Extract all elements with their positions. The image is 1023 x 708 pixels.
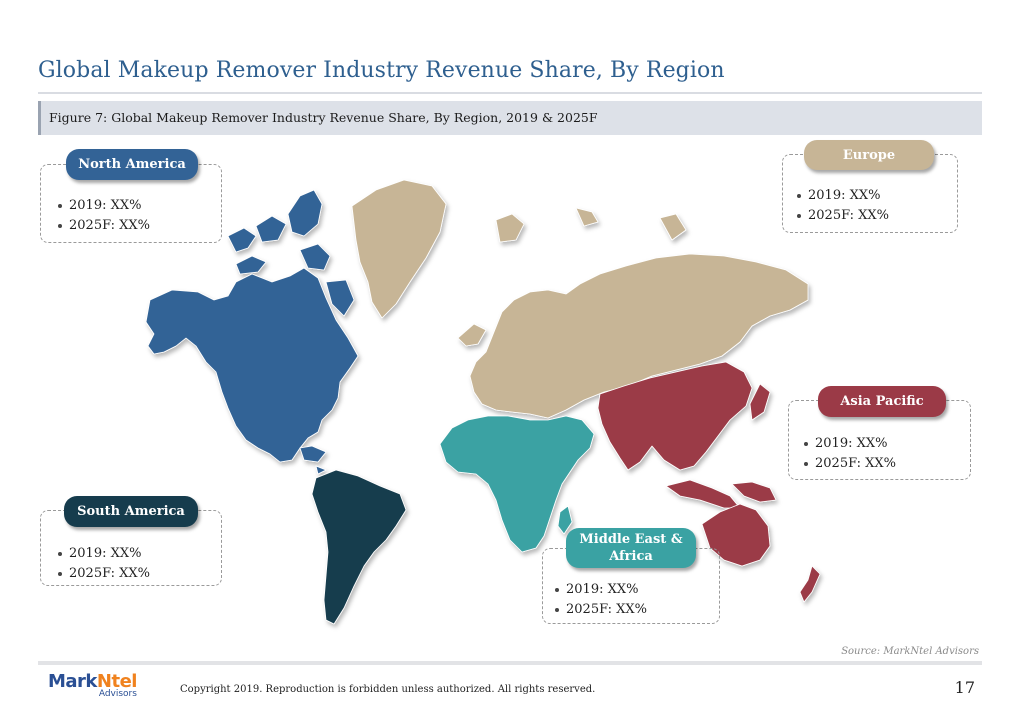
- logo-mark-text: Mark: [48, 671, 97, 692]
- europe-2025: 2025F: XX%: [808, 208, 890, 223]
- bullet-icon: [797, 213, 801, 218]
- south-america-2025: 2025F: XX%: [69, 566, 151, 581]
- middle-east-africa-values: 2019: XX% 2025F: XX%: [555, 580, 647, 620]
- north-america-2025: 2025F: XX%: [69, 218, 151, 233]
- bullet-icon: [58, 551, 62, 556]
- logo-sub-text: Advisors: [98, 689, 137, 699]
- bullet-icon: [804, 461, 808, 466]
- asia-pacific-map: [597, 361, 821, 603]
- bullet-icon: [58, 203, 62, 208]
- middle-east-africa-label: Middle East & Africa: [566, 528, 696, 568]
- asia-pacific-2025: 2025F: XX%: [815, 456, 897, 471]
- asia-pacific-values: 2019: XX% 2025F: XX%: [804, 434, 896, 474]
- bullet-icon: [58, 223, 62, 228]
- copyright-text: Copyright 2019. Reproduction is forbidde…: [180, 684, 596, 695]
- europe-2019: 2019: XX%: [808, 188, 881, 203]
- logo-ntel-text: Ntel: [96, 671, 138, 692]
- europe-label: Europe: [804, 140, 934, 170]
- bullet-icon: [555, 587, 559, 592]
- middle-east-africa-label-line2: Africa: [609, 549, 653, 564]
- page-title: Global Makeup Remover Industry Revenue S…: [38, 58, 725, 83]
- bullet-icon: [555, 607, 559, 612]
- middle-east-africa-2019: 2019: XX%: [566, 582, 639, 597]
- bullet-icon: [797, 193, 801, 198]
- footer-divider: [38, 661, 982, 665]
- south-america-values: 2019: XX% 2025F: XX%: [58, 544, 150, 584]
- middle-east-africa-2025: 2025F: XX%: [566, 602, 648, 617]
- north-america-label: North America: [66, 149, 198, 180]
- north-america-2019: 2019: XX%: [69, 198, 142, 213]
- asia-pacific-2019: 2019: XX%: [815, 436, 888, 451]
- bullet-icon: [58, 571, 62, 576]
- europe-map: [351, 179, 809, 419]
- europe-values: 2019: XX% 2025F: XX%: [797, 186, 889, 226]
- north-america-map: [145, 189, 359, 475]
- source-note: Source: MarkNtel Advisors: [841, 646, 979, 657]
- figure-caption-bar: Figure 7: Global Makeup Remover Industry…: [38, 101, 982, 135]
- figure-caption: Figure 7: Global Makeup Remover Industry…: [49, 110, 598, 125]
- middle-east-africa-label-line1: Middle East &: [579, 532, 683, 547]
- south-america-2019: 2019: XX%: [69, 546, 142, 561]
- page-number: 17: [954, 678, 975, 697]
- north-america-values: 2019: XX% 2025F: XX%: [58, 196, 150, 236]
- bullet-icon: [804, 441, 808, 446]
- title-divider: [38, 92, 982, 94]
- south-america-map: [311, 469, 407, 625]
- middle-east-africa-map: [439, 415, 595, 553]
- south-america-label: South America: [64, 496, 198, 527]
- asia-pacific-label: Asia Pacific: [818, 386, 946, 417]
- marknel-logo: MarkNtel Advisors: [48, 671, 137, 699]
